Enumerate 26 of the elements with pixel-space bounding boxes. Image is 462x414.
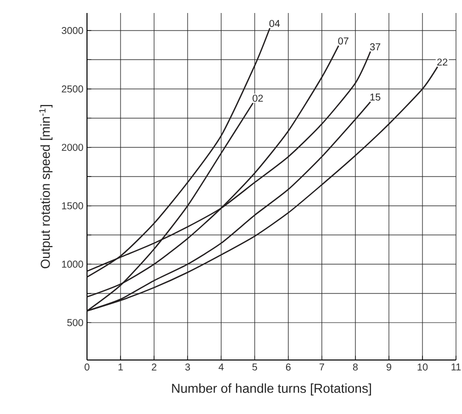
- x-axis-title: Number of handle turns [Rotations]: [172, 383, 371, 396]
- x-tick-label: 10: [418, 364, 428, 371]
- x-tick-label: 4: [218, 364, 224, 370]
- series-label: 02: [252, 94, 263, 102]
- x-tick-label: 5: [252, 364, 258, 370]
- series-label: 15: [370, 94, 380, 101]
- x-tick-label: 3: [185, 364, 190, 371]
- x-tick-label: 7: [320, 364, 324, 370]
- y-tick-label: 1500: [62, 202, 84, 210]
- series-label: 37: [370, 43, 380, 50]
- series-label: 04: [269, 20, 280, 27]
- y-tick-label: 500: [67, 319, 84, 326]
- x-tick-label: 2: [152, 364, 156, 370]
- x-tick-label: 6: [286, 364, 291, 371]
- y-tick-label: 2500: [62, 85, 84, 92]
- y-tick-label: 3000: [62, 26, 84, 34]
- x-tick-label: 11: [452, 364, 461, 370]
- x-tick-label: 0: [84, 364, 90, 371]
- series-label: 07: [338, 37, 348, 45]
- y-axis-title: Output rotation speed [min$^{-1}$]: [39, 105, 52, 268]
- series-label: 22: [437, 58, 448, 66]
- x-tick-label: 8: [353, 364, 358, 371]
- y-tick-label: 2000: [62, 144, 84, 151]
- x-tick-label: 1: [118, 364, 123, 370]
- y-tick-label: 1000: [62, 260, 84, 268]
- x-tick-label: 9: [386, 364, 392, 371]
